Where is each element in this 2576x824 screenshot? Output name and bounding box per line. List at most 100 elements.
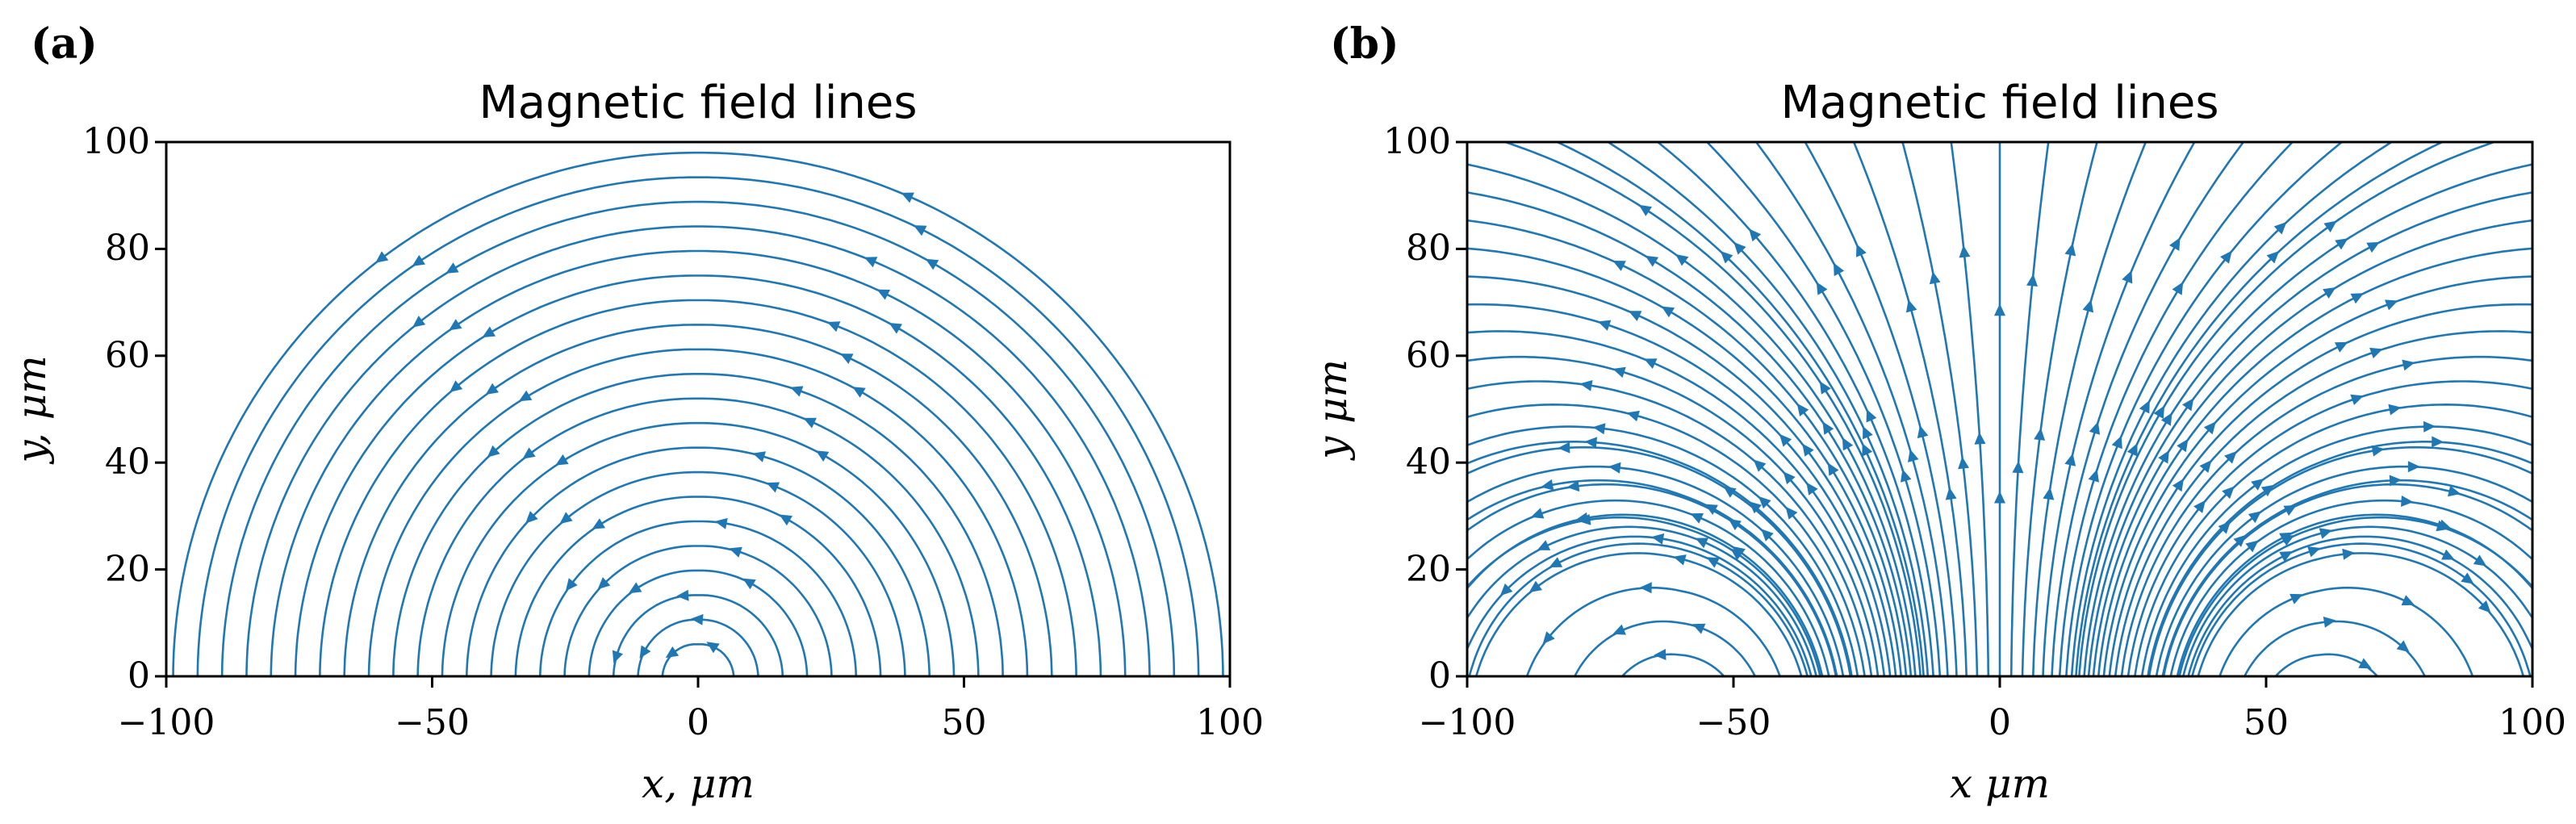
streamline-arrow [714,517,728,529]
streamline-arrow [1785,506,1798,520]
panel-a-ytick-label: 40 [105,441,150,483]
streamline-arrow [1499,583,1513,596]
streamline-arrow [2401,595,2415,606]
streamline-arrow [450,380,463,392]
streamline-arrow [2043,487,2055,500]
panel-a-label: (a) [31,19,98,69]
streamline [1804,142,1958,676]
streamline [2092,219,2532,676]
streamline-arrow [482,326,496,338]
streamline-arrow [1612,624,1626,635]
streamline-arrow [2323,220,2337,232]
panel-b-ytick-label: 80 [1406,228,1451,269]
streamline [1467,330,1886,676]
streamline [2009,142,2050,676]
streamline-arrow [729,546,742,558]
streamline [1554,142,1925,676]
streamline-arrow [925,258,939,270]
streamline-arrow [752,451,766,462]
streamline [2114,330,2532,676]
streamline [172,151,1224,676]
streamline-arrow [597,577,611,590]
streamline-arrow [1905,299,1917,313]
streamline-arrow [2335,238,2348,250]
streamline-arrow [1612,366,1626,379]
streamline-arrow [1856,244,1867,257]
streamline [1852,142,1968,676]
streamline-arrow [525,511,538,524]
streamline [1467,275,1897,676]
panel-a-title: Magnetic field lines [479,77,917,129]
streamline [466,446,930,676]
streamline-arrow [2172,282,2184,295]
panel-a-xtick-label: 100 [1196,702,1264,743]
streamline [2051,142,2245,676]
streamline-arrow [1816,282,1828,295]
streamline-arrow [803,417,817,429]
streamline-arrow [2358,658,2372,669]
streamline [2187,535,2532,676]
streamline [2161,479,2532,676]
streamline-arrow [1994,491,2005,504]
streamline-arrow [1866,409,1877,423]
streamline-arrow [913,225,927,236]
streamline-arrow [2064,453,2076,466]
streamline [1950,142,1990,676]
streamline-arrow [2281,535,2295,546]
streamline-arrow [2245,540,2259,553]
streamline-arrow [2461,572,2474,584]
panel-a-xlabel: x, μm [642,760,755,807]
streamline-arrow [1862,443,1873,457]
streamline-arrow [1558,441,1570,454]
streamline [2078,142,2498,676]
panel-a: (a) Magnetic field lines −100 −50 0 50 1… [8,19,1264,807]
streamline [2176,513,2532,676]
streamline-arrow [522,447,536,459]
streamline-arrow [2384,299,2398,311]
streamline-arrow [2448,485,2461,497]
streamline [1467,191,1913,676]
streamline-arrow [1566,480,1580,492]
streamline-arrow [1528,580,1542,592]
streamline-arrow [1639,582,1652,594]
streamline-arrow [1917,425,1929,439]
streamline [1467,479,1838,676]
streamline [2218,586,2474,676]
streamline-arrow [1530,508,1545,519]
streamline [1467,425,1859,676]
streamline-arrow [2089,421,2101,435]
streamline-arrow [2371,445,2385,457]
streamline-arrow [628,582,642,594]
streamline [2108,303,2532,676]
streamline-arrow [2026,274,2038,287]
streamline-arrow [2224,451,2237,464]
streamline-arrow [2126,443,2138,457]
streamline [220,200,1176,676]
streamline [1467,247,1903,676]
streamline-arrow [1645,255,1659,267]
streamline-arrow [1692,623,1706,634]
streamline-arrow [2279,551,2293,563]
streamline [2087,191,2532,676]
streamline [514,496,882,676]
streamline-arrow [2334,341,2348,353]
streamline-arrow [1959,245,1971,258]
streamline-arrow [1690,512,1704,524]
streamline [2102,275,2532,676]
streamline-arrow [2402,359,2415,371]
streamline-arrow [1753,459,1767,472]
streamline [2126,380,2532,676]
streamline-arrow [2251,479,2264,491]
streamline-arrow [1704,504,1718,515]
streamline [1705,142,1942,676]
streamline-arrow [1733,241,1746,255]
streamline-arrow [1578,513,1591,525]
streamline-arrow [2473,554,2487,567]
streamline-arrow [2160,412,2172,426]
streamline-arrow [2139,399,2150,414]
streamline-arrow [789,386,804,397]
streamline [1467,513,1824,676]
streamline-arrow [565,578,578,592]
streamline-arrow [1802,443,1814,457]
streamline-arrow [1695,537,1708,549]
